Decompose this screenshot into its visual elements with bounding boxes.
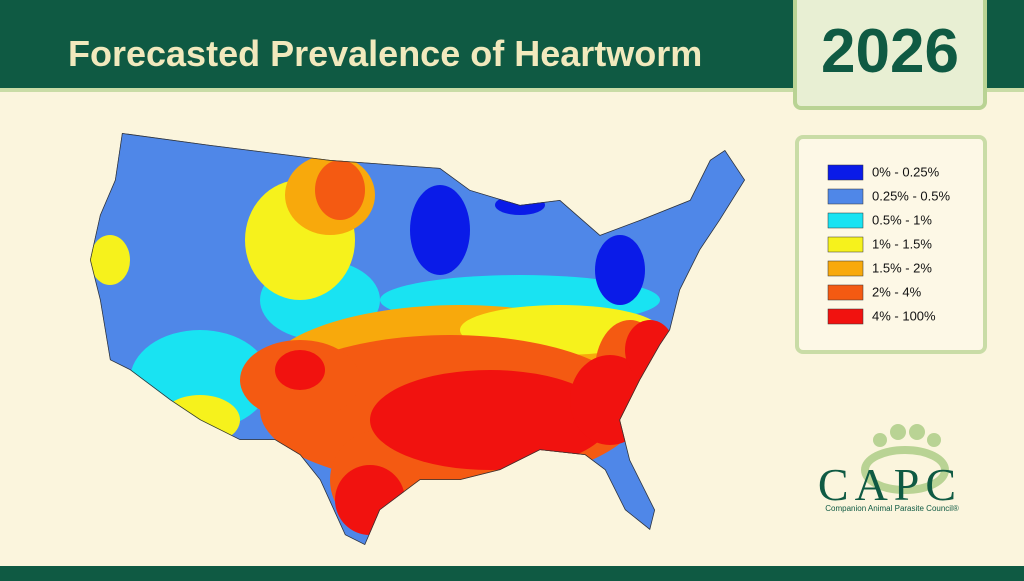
- legend: 0% - 0.25% 0.25% - 0.5% 0.5% - 1% 1% - 1.5%…: [827, 164, 950, 325]
- legend-label: 0% - 0.25%: [872, 164, 940, 179]
- map-region: [410, 185, 470, 275]
- paw-toe: [927, 433, 941, 447]
- map-region: [370, 370, 610, 470]
- legend-swatch: [827, 236, 864, 253]
- legend-swatch: [827, 284, 864, 301]
- paw-pad: [861, 446, 949, 494]
- map-region: [275, 350, 325, 390]
- logo: CAPC Companion Animal Parasite Council®: [818, 424, 962, 513]
- logo-name: CAPC: [818, 459, 962, 510]
- legend-label: 4% - 100%: [872, 308, 936, 323]
- year-box: [793, 0, 987, 110]
- legend-swatch: [827, 188, 864, 205]
- paw-toe: [909, 424, 925, 440]
- title: Forecasted Prevalence of Heartworm: [68, 33, 702, 74]
- map-region: [90, 235, 130, 285]
- map-region: [335, 465, 405, 535]
- legend-label: 1.5% - 2%: [872, 260, 932, 275]
- legend-label: 0.25% - 0.5%: [872, 188, 950, 203]
- header-stripe: [0, 88, 1024, 92]
- map-region: [315, 160, 365, 220]
- legend-label: 1% - 1.5%: [872, 236, 932, 251]
- map-region: [625, 320, 675, 380]
- map: [90, 133, 745, 545]
- legend-swatch: [827, 212, 864, 229]
- footer-band: [0, 566, 1024, 581]
- legend-label: 2% - 4%: [872, 284, 922, 299]
- legend-swatch: [827, 260, 864, 277]
- map-region: [595, 235, 645, 305]
- paw-toe: [873, 433, 887, 447]
- legend-label: 0.5% - 1%: [872, 212, 932, 227]
- legend-swatch: [827, 164, 864, 181]
- paw-toe: [890, 424, 906, 440]
- year: 2026: [821, 17, 959, 86]
- legend-swatch: [827, 308, 864, 325]
- map-outline: [90, 133, 745, 545]
- logo-subtitle: Companion Animal Parasite Council®: [825, 504, 959, 513]
